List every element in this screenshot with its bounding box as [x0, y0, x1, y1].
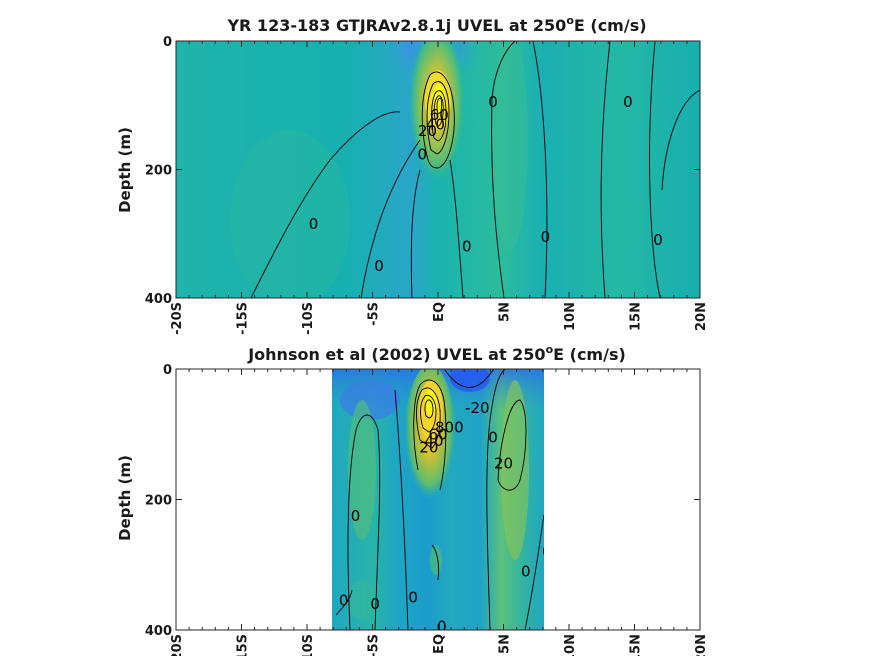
- top-contour-label: 0: [653, 231, 663, 249]
- bottom-contour-label: 0: [542, 543, 552, 561]
- bottom-contour-label: 0: [521, 562, 531, 580]
- bottom-ytick-label: 200: [145, 494, 172, 509]
- bottom-xtick-label: 5N: [498, 634, 513, 654]
- bottom-contour-label: 20: [419, 438, 438, 456]
- top-contour-label: 0: [541, 228, 551, 246]
- top-contour-label: 0: [309, 215, 319, 233]
- top-ytick-label: 400: [145, 292, 172, 307]
- top-xtick-label: -10S: [301, 302, 316, 335]
- top-xtick-label: 15N: [629, 302, 644, 331]
- top-contour-label: 0: [623, 93, 633, 111]
- top-xtick-label: 20N: [694, 302, 709, 331]
- bottom-xtick-label: -15S: [236, 634, 251, 656]
- bottom-panel-title: Johnson et al (2002) UVEL at 250oE (cm/s…: [247, 343, 626, 364]
- bottom-contour-label: 20: [494, 455, 513, 473]
- top-contours: [250, 41, 700, 298]
- bottom-xtick-label: -5S: [367, 634, 382, 656]
- bottom-contour-label: 0: [370, 595, 380, 613]
- bottom-xtick-label: 15N: [629, 634, 644, 656]
- bottom-contour-label: 0: [437, 618, 447, 636]
- bottom-contour-label: 60: [428, 425, 447, 443]
- top-panel: YR 123-183 GTJRAv2.8.1j UVEL at 250oE (c…: [116, 14, 709, 335]
- bottom-panel: Johnson et al (2002) UVEL at 250oE (cm/s…: [116, 343, 709, 656]
- top-xtick-label: -20S: [170, 302, 185, 335]
- bottom-xtick-label: EQ: [432, 634, 447, 654]
- top-contour-label: 0: [418, 146, 428, 164]
- bottom-contours: [335, 369, 544, 630]
- bottom-contour-label: 0: [488, 429, 498, 447]
- top-xtick-label: -5S: [367, 302, 382, 326]
- bottom-ytick-label: 0: [163, 363, 172, 378]
- top-xtick-label: 5N: [498, 302, 513, 322]
- top-xtick-label: EQ: [432, 302, 447, 322]
- bottom-xtick-label: 10N: [563, 634, 578, 656]
- bottom-contour-label: 0: [408, 588, 418, 606]
- top-panel-title: YR 123-183 GTJRAv2.8.1j UVEL at 250oE (c…: [226, 14, 646, 35]
- bottom-contour-label: 80: [435, 419, 454, 437]
- top-contour-label: 40: [426, 116, 445, 134]
- bottom-contour-label: -20: [465, 399, 490, 417]
- top-contour-label: 60: [430, 106, 449, 124]
- top-ylabel: Depth (m): [116, 127, 134, 213]
- bottom-xtick-label: 20N: [694, 634, 709, 656]
- bottom-contour-label: 0: [454, 419, 464, 437]
- top-xtick-label: 10N: [563, 302, 578, 331]
- bottom-ytick-label: 400: [145, 624, 172, 639]
- bottom-contour-label: 0: [339, 592, 349, 610]
- top-contour-label: 0: [488, 93, 498, 111]
- top-contour-label: 0: [374, 257, 384, 275]
- top-ytick-label: 200: [145, 164, 172, 179]
- bottom-contour-label: 40: [425, 432, 444, 450]
- bottom-contour-label: 0: [351, 507, 361, 525]
- top-ytick-label: 0: [163, 35, 172, 50]
- top-contour-label: 20: [418, 122, 437, 140]
- bottom-xtick-label: -20S: [170, 634, 185, 656]
- top-xtick-label: -15S: [236, 302, 251, 335]
- top-contour-label: 0: [462, 238, 472, 256]
- bottom-ylabel: Depth (m): [116, 455, 134, 541]
- bottom-xtick-label: -10S: [301, 634, 316, 656]
